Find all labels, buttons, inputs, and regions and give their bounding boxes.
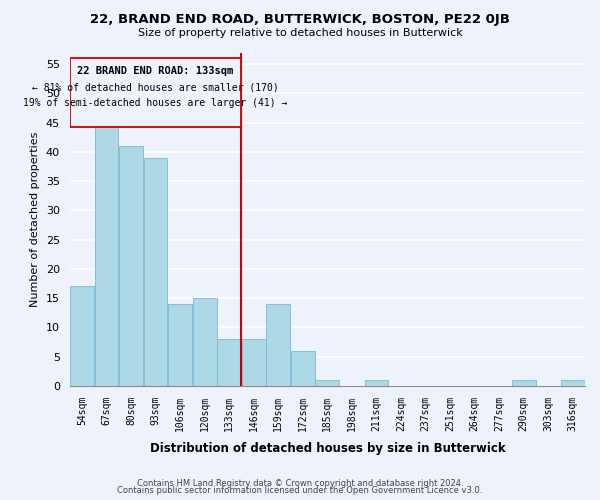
Bar (119, 146, 143, 386)
Bar (70, 286, 94, 386)
Text: 22 BRAND END ROAD: 133sqm: 22 BRAND END ROAD: 133sqm (77, 66, 233, 76)
Bar (95, 122, 118, 386)
Bar (365, 380, 388, 386)
Y-axis label: Number of detached properties: Number of detached properties (30, 132, 40, 307)
Bar (193, 298, 217, 386)
Bar (266, 304, 290, 386)
FancyBboxPatch shape (70, 58, 241, 128)
Text: Contains public sector information licensed under the Open Government Licence v3: Contains public sector information licen… (118, 486, 482, 495)
Text: Contains HM Land Registry data © Crown copyright and database right 2024.: Contains HM Land Registry data © Crown c… (137, 478, 463, 488)
Bar (168, 304, 192, 386)
Bar (143, 158, 167, 386)
Bar (512, 380, 536, 386)
Bar (561, 380, 584, 386)
Bar (242, 339, 266, 386)
X-axis label: Distribution of detached houses by size in Butterwick: Distribution of detached houses by size … (149, 442, 505, 455)
Bar (217, 339, 241, 386)
Text: ← 81% of detached houses are smaller (170): ← 81% of detached houses are smaller (17… (32, 82, 279, 92)
Text: 19% of semi-detached houses are larger (41) →: 19% of semi-detached houses are larger (… (23, 98, 288, 108)
Bar (291, 351, 315, 386)
Text: Size of property relative to detached houses in Butterwick: Size of property relative to detached ho… (137, 28, 463, 38)
Bar (316, 380, 339, 386)
Text: 22, BRAND END ROAD, BUTTERWICK, BOSTON, PE22 0JB: 22, BRAND END ROAD, BUTTERWICK, BOSTON, … (90, 12, 510, 26)
